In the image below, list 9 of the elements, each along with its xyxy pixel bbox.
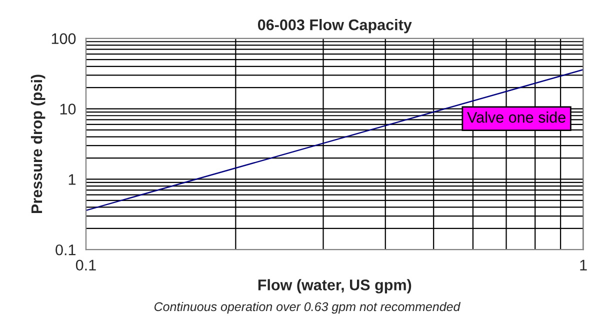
- y-tick-label: 0.1: [56, 244, 76, 256]
- y-axis-title: Pressure drop (psi): [30, 74, 46, 214]
- chart-title: 06-003 Flow Capacity: [258, 18, 412, 34]
- series-label: Valve one side: [467, 112, 566, 123]
- text: Continuous operation over 0.63 gpm not recommended: [154, 302, 461, 314]
- x-axis-title: Flow (water, US gpm): [258, 279, 412, 294]
- y-tick-label: 100: [52, 33, 76, 44]
- y-tick-label: 10: [60, 104, 76, 114]
- y-tick-label: 1: [68, 174, 76, 185]
